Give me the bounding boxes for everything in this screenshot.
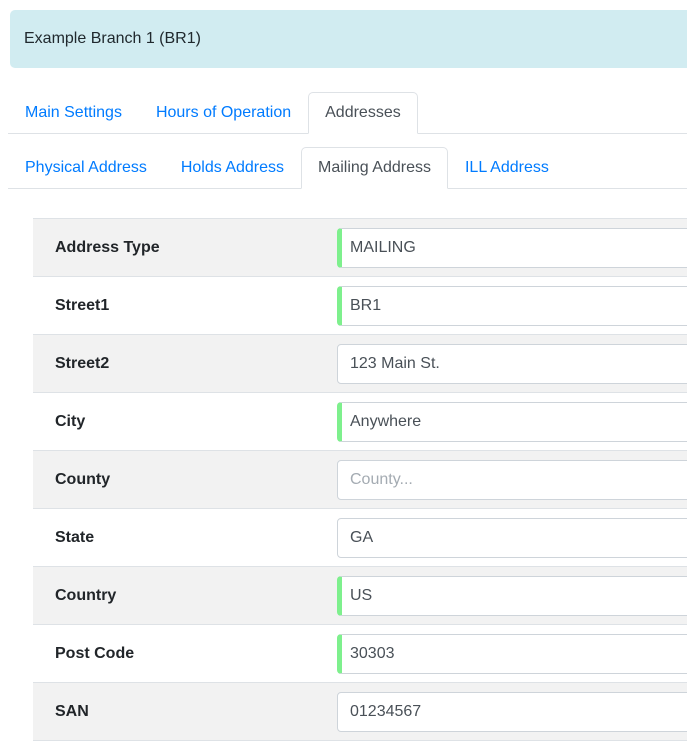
tab-mailing-address[interactable]: Mailing Address xyxy=(301,147,448,189)
county-label: County xyxy=(55,470,111,488)
form-row-state: State xyxy=(33,509,687,567)
street1-label: Street1 xyxy=(55,296,110,314)
branch-title: Example Branch 1 (BR1) xyxy=(24,30,201,47)
tab-physical-address[interactable]: Physical Address xyxy=(25,159,147,176)
address-type-label: Address Type xyxy=(55,238,160,256)
country-label: Country xyxy=(55,586,117,604)
city-label: City xyxy=(55,412,86,430)
tab-hours-of-operation[interactable]: Hours of Operation xyxy=(155,104,292,121)
form-row-country: Country xyxy=(33,567,687,625)
san-label: SAN xyxy=(55,702,89,720)
street2-input[interactable] xyxy=(337,343,687,384)
form-row-county: County xyxy=(33,451,687,509)
street1-input[interactable] xyxy=(337,285,687,326)
tab-main-settings[interactable]: Main Settings xyxy=(25,104,122,121)
tab-holds-address[interactable]: Holds Address xyxy=(180,159,285,176)
form-row-post-code: Post Code xyxy=(33,625,687,683)
post-code-label: Post Code xyxy=(55,644,135,662)
tab-ill-address[interactable]: ILL Address xyxy=(464,159,549,176)
san-input[interactable] xyxy=(337,691,687,732)
state-input[interactable] xyxy=(337,517,687,558)
branch-header-bar: Example Branch 1 (BR1) xyxy=(10,10,687,68)
tab-addresses[interactable]: Addresses xyxy=(308,92,418,134)
country-input[interactable] xyxy=(337,575,687,616)
address-tab-bar: Physical Address Holds Address Mailing A… xyxy=(8,147,687,189)
main-tab-bar: Main Settings Hours of Operation Address… xyxy=(8,92,687,134)
address-type-input[interactable] xyxy=(337,227,687,268)
post-code-input[interactable] xyxy=(337,633,687,674)
county-input[interactable] xyxy=(337,459,687,500)
form-row-city: City xyxy=(33,393,687,451)
form-row-address-type: Address Type xyxy=(33,219,687,277)
city-input[interactable] xyxy=(337,401,687,442)
form-row-street1: Street1 xyxy=(33,277,687,335)
form-row-san: SAN xyxy=(33,683,687,741)
street2-label: Street2 xyxy=(55,354,110,372)
form-row-street2: Street2 xyxy=(33,335,687,393)
mailing-address-form: Address Type Street1 Street2 City County… xyxy=(33,218,687,741)
state-label: State xyxy=(55,528,95,546)
